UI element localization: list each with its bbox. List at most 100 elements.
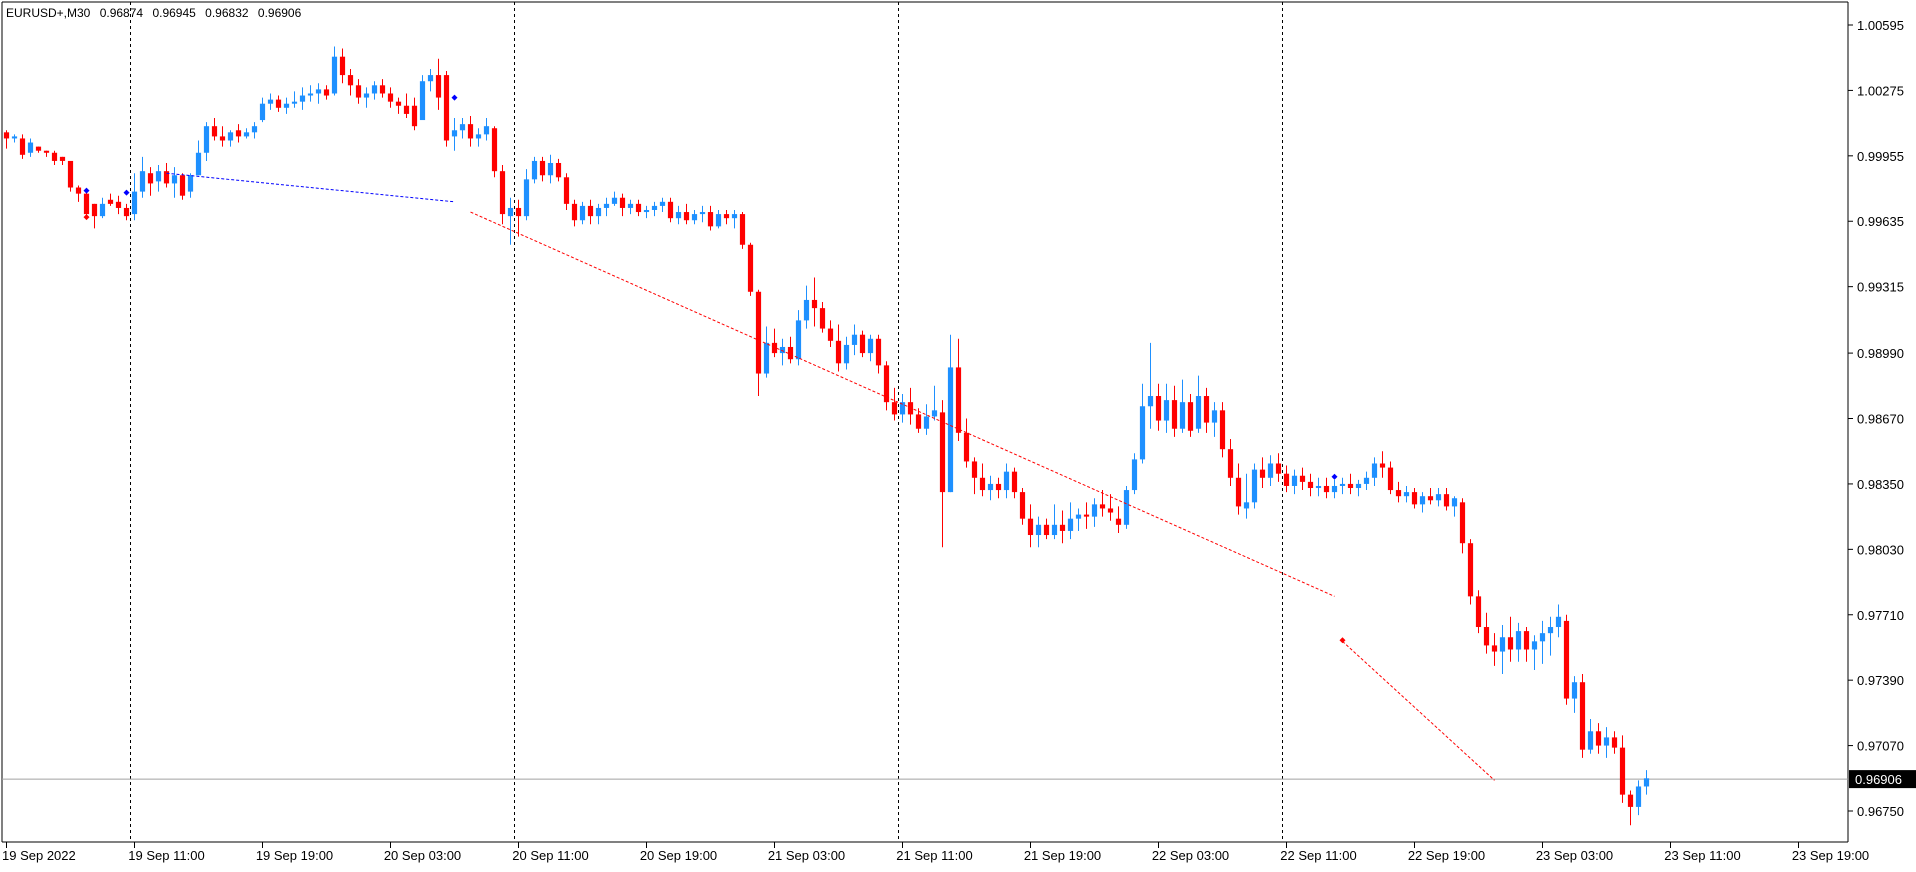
candle — [771, 328, 778, 358]
time-tick-label: 20 Sep 11:00 — [512, 848, 588, 863]
price-tick-label: 0.97390 — [1857, 673, 1904, 688]
candle-body — [1387, 467, 1394, 491]
candle-body — [1011, 471, 1018, 493]
candle — [779, 338, 786, 366]
candle — [1587, 719, 1594, 754]
candle-body — [1355, 483, 1362, 489]
candle-body — [1603, 737, 1610, 746]
candle — [1531, 635, 1538, 670]
candle — [611, 191, 618, 206]
candle — [955, 338, 962, 441]
candle — [11, 134, 18, 143]
candle — [987, 475, 994, 501]
candle — [947, 334, 954, 493]
candle — [1219, 402, 1226, 458]
candle-body — [3, 132, 10, 139]
candle — [1051, 504, 1058, 540]
candle-body — [547, 162, 554, 176]
candle — [1579, 674, 1586, 758]
candle-body — [1483, 627, 1490, 646]
candle-body — [1123, 490, 1130, 525]
candle-body — [827, 328, 834, 341]
candle — [1419, 492, 1426, 513]
candle — [115, 195, 122, 215]
candle — [411, 97, 418, 131]
candle-body — [1027, 518, 1034, 536]
candle-body — [1051, 524, 1058, 536]
candle-body — [115, 201, 122, 208]
candle — [467, 115, 474, 147]
candle — [827, 320, 834, 347]
candle-body — [1259, 469, 1266, 478]
candle-body — [435, 75, 442, 98]
candle — [67, 160, 74, 192]
candle — [483, 118, 490, 141]
candle-body — [915, 414, 922, 429]
candle — [1243, 473, 1250, 519]
candle-body — [475, 134, 482, 139]
candle — [499, 165, 506, 225]
candle-body — [851, 334, 858, 345]
candle — [307, 85, 314, 102]
candle — [339, 48, 346, 84]
candle-body — [731, 214, 738, 219]
signal-marker-blue — [1331, 473, 1338, 480]
candle-body — [123, 207, 130, 217]
candle — [1283, 465, 1290, 493]
candle — [1643, 770, 1650, 795]
candle-body — [1179, 402, 1186, 429]
candle — [1019, 488, 1026, 525]
candle — [747, 242, 754, 296]
candle-body — [491, 128, 498, 172]
candle — [1475, 590, 1482, 634]
candle — [563, 173, 570, 211]
candle — [219, 126, 226, 147]
candle-body — [1163, 400, 1170, 421]
candle-body — [1227, 449, 1234, 478]
candle-body — [1043, 524, 1050, 536]
candle — [515, 199, 522, 237]
low-value: 0.96832 — [205, 6, 249, 20]
candle-body — [651, 205, 658, 211]
candle — [371, 81, 378, 100]
candle-body — [627, 203, 634, 208]
candle-body — [1491, 645, 1498, 652]
candle — [1259, 457, 1266, 489]
candle-body — [619, 197, 626, 208]
candle-body — [187, 175, 194, 192]
time-tick-label: 23 Sep 19:00 — [1792, 848, 1869, 863]
candle — [1379, 451, 1386, 478]
candle-body — [371, 85, 378, 94]
candle-body — [843, 344, 850, 364]
candle — [795, 310, 802, 366]
time-tick-label: 22 Sep 03:00 — [1152, 848, 1229, 863]
candle-body — [51, 152, 58, 161]
candle — [1003, 463, 1010, 499]
candle-body — [1283, 473, 1290, 486]
candle — [3, 130, 10, 149]
price-tick-label: 0.99635 — [1857, 214, 1904, 229]
candle-body — [1075, 514, 1082, 519]
candle — [883, 361, 890, 411]
price-tick-label: 0.98350 — [1857, 477, 1904, 492]
candle-body — [1107, 508, 1114, 513]
candle-body — [1627, 794, 1634, 807]
candle — [899, 393, 906, 423]
candle-body — [139, 171, 146, 192]
candle — [995, 477, 1002, 499]
candle — [843, 336, 850, 370]
candle — [723, 210, 730, 225]
candle-body — [1019, 492, 1026, 519]
candle-body — [723, 214, 730, 219]
candle — [1235, 463, 1242, 515]
candle — [507, 197, 514, 245]
candle-body — [251, 126, 258, 133]
candle — [1603, 727, 1610, 758]
candle — [1083, 502, 1090, 529]
candle-body — [707, 212, 714, 227]
candle — [1187, 393, 1194, 437]
candle-body — [195, 152, 202, 176]
candle — [1067, 502, 1074, 540]
price-tick-label: 0.98670 — [1857, 412, 1904, 427]
